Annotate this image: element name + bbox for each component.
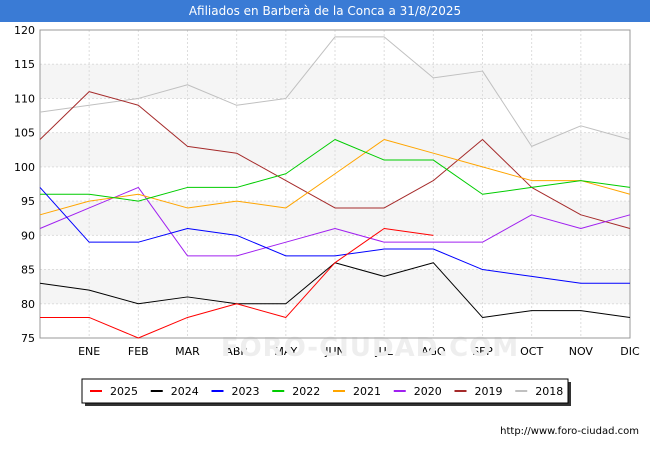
x-tick-label: NOV bbox=[569, 345, 594, 358]
y-tick-label: 80 bbox=[21, 298, 35, 311]
series-line-2025 bbox=[40, 227, 434, 339]
x-tick-label: OCT bbox=[520, 345, 543, 358]
series-line-2020 bbox=[39, 186, 631, 257]
y-tick-label: 120 bbox=[14, 24, 35, 37]
x-tick-label: AGO bbox=[421, 345, 446, 358]
x-tick-label: DIC bbox=[620, 345, 640, 358]
y-tick-label: 85 bbox=[21, 264, 35, 277]
x-tick-label: ABR bbox=[225, 345, 248, 358]
series-line-2018 bbox=[39, 36, 631, 147]
chart-title: Afiliados en Barberà de la Conca a 31/8/… bbox=[0, 0, 650, 22]
y-tick-label: 90 bbox=[21, 229, 35, 242]
x-tick-label: ENE bbox=[78, 345, 100, 358]
series-line-2023 bbox=[39, 187, 630, 284]
y-tick-label: 100 bbox=[14, 161, 35, 174]
series-line-2021 bbox=[39, 139, 631, 216]
legend-label-2024: 2024 bbox=[171, 385, 199, 398]
y-tick-label: 95 bbox=[21, 195, 35, 208]
footer-url[interactable]: http://www.foro-ciudad.com bbox=[500, 426, 639, 437]
legend-box bbox=[81, 378, 569, 404]
plot-frame bbox=[39, 29, 631, 339]
x-tick-label: JUN bbox=[324, 345, 345, 358]
y-tick-label: 105 bbox=[14, 127, 35, 140]
legend-label-2023: 2023 bbox=[232, 385, 260, 398]
legend-label-2025: 2025 bbox=[110, 385, 138, 398]
x-tick-label: FEB bbox=[128, 345, 149, 358]
y-tick-label: 115 bbox=[14, 58, 35, 71]
y-tick-label: 75 bbox=[21, 332, 35, 345]
legend-label-2022: 2022 bbox=[292, 385, 320, 398]
legend-label-2018: 2018 bbox=[535, 385, 563, 398]
x-tick-label: MAY bbox=[274, 345, 297, 358]
plot-band bbox=[40, 64, 630, 99]
series-line-2022 bbox=[40, 139, 631, 202]
legend-label-2019: 2019 bbox=[475, 385, 503, 398]
plot-band bbox=[40, 132, 630, 167]
x-tick-label: JUL bbox=[374, 345, 393, 358]
legend-label-2020: 2020 bbox=[414, 385, 442, 398]
x-tick-label: SEP bbox=[472, 345, 493, 358]
legend-label-2021: 2021 bbox=[353, 385, 381, 398]
x-tick-label: MAR bbox=[175, 345, 200, 358]
y-tick-label: 110 bbox=[14, 92, 35, 105]
